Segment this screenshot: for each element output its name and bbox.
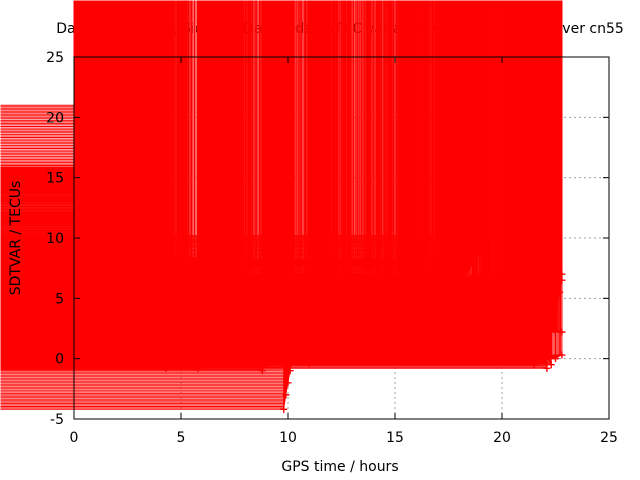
x-tick-label: 0 xyxy=(70,430,79,446)
y-tick-label: 25 xyxy=(46,50,64,66)
data-point xyxy=(547,361,555,369)
data-point xyxy=(284,379,292,387)
x-tick-label: 20 xyxy=(493,430,511,446)
data-point xyxy=(543,364,551,372)
data-point xyxy=(558,276,566,284)
x-tick-label: 10 xyxy=(279,430,297,446)
y-tick-label: 0 xyxy=(55,352,64,368)
data-point xyxy=(558,351,566,359)
data-point xyxy=(121,101,129,109)
data-point xyxy=(530,361,538,369)
series-arc-36 xyxy=(0,0,566,296)
data-layer xyxy=(0,0,566,413)
x-tick-label: 5 xyxy=(177,430,186,446)
data-point xyxy=(537,355,545,363)
y-tick-label: -5 xyxy=(50,412,64,428)
series-arc-35 xyxy=(0,0,566,336)
data-point xyxy=(451,263,459,271)
data-point xyxy=(541,288,549,296)
data-point xyxy=(537,323,545,331)
x-tick-label: 15 xyxy=(386,430,404,446)
y-tick-label: 15 xyxy=(46,171,64,187)
x-axis-label: GPS time / hours xyxy=(281,459,398,475)
data-point xyxy=(126,119,134,127)
data-point xyxy=(547,280,555,288)
y-tick-label: 5 xyxy=(55,291,64,307)
data-point xyxy=(280,405,288,413)
x-tick-label: 25 xyxy=(600,430,618,446)
data-point xyxy=(554,273,562,281)
data-point xyxy=(530,316,538,324)
data-point xyxy=(524,306,532,314)
data-point xyxy=(558,328,566,336)
data-point xyxy=(549,326,557,334)
data-point xyxy=(543,328,551,336)
y-tick-label: 10 xyxy=(46,231,64,247)
data-point xyxy=(552,355,559,363)
data-point xyxy=(543,343,551,351)
y-tick-label: 20 xyxy=(46,110,64,126)
ticks: 0 5 10 15 20 25 -5 0 5 10 15 20 25 xyxy=(46,50,618,446)
data-point xyxy=(282,391,290,399)
y-axis-label: SDTVAR / TECUs xyxy=(8,181,24,296)
